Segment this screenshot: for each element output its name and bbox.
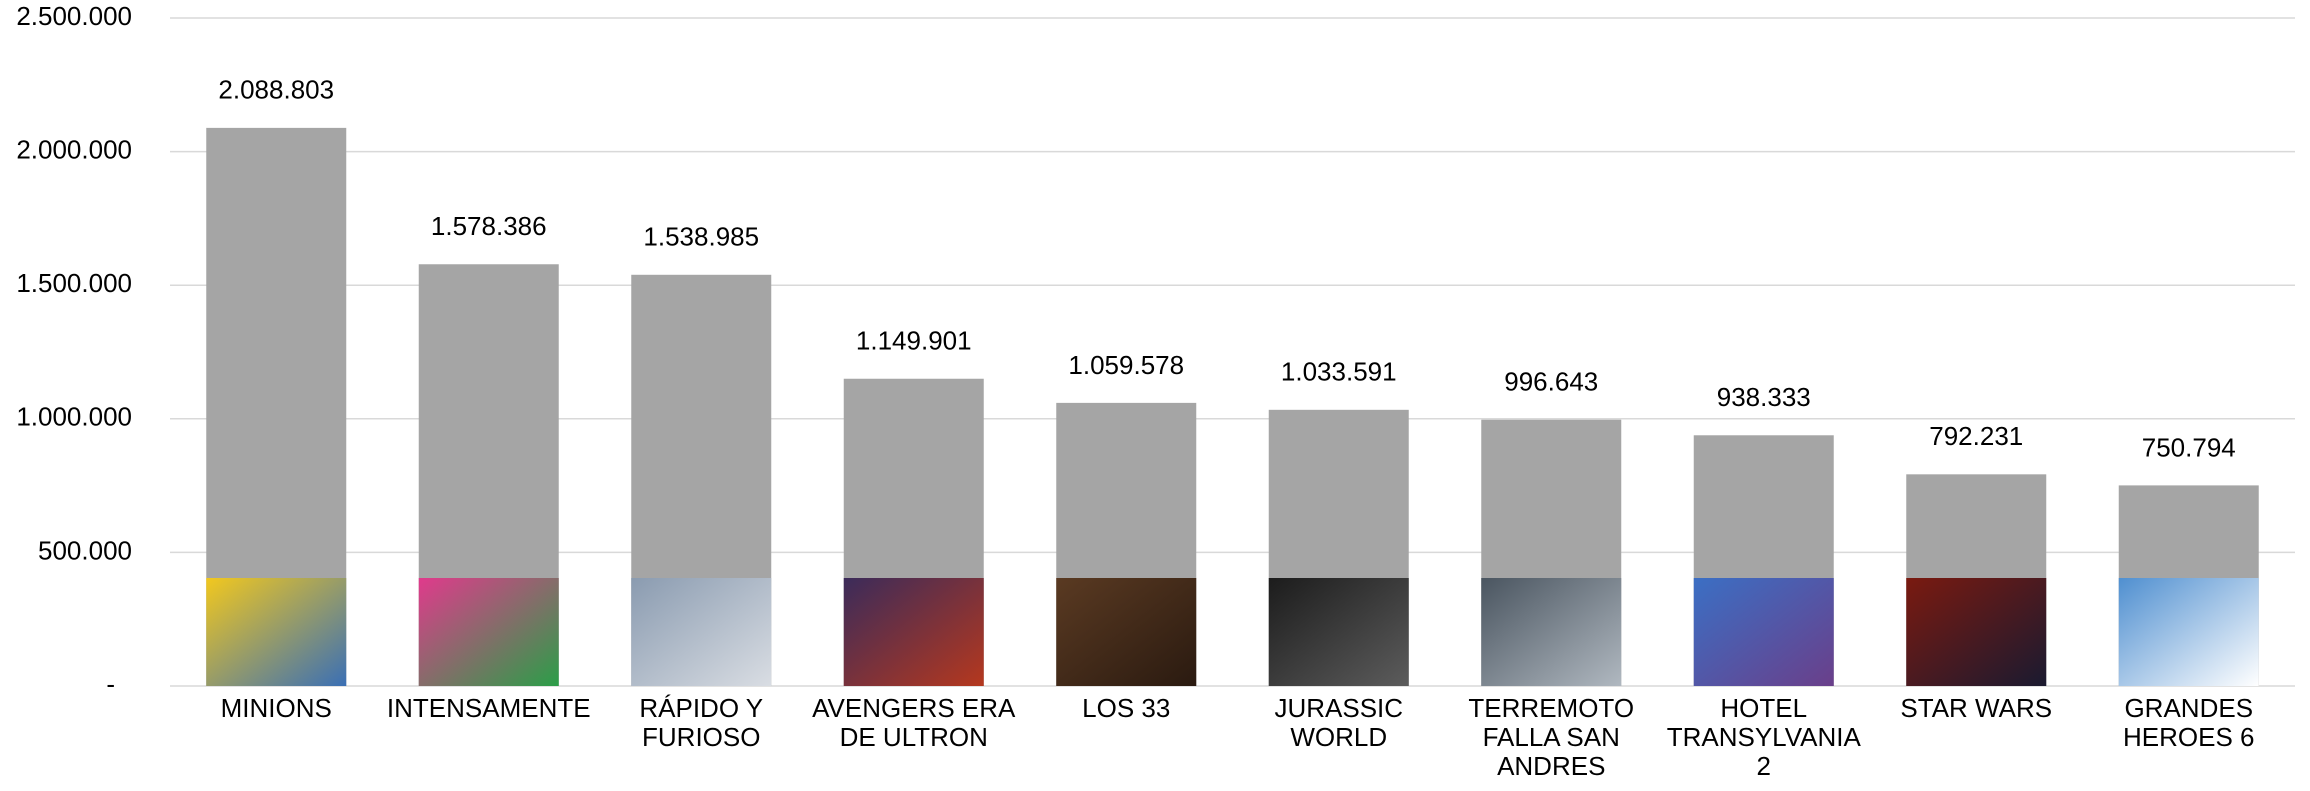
movie-poster — [1268, 578, 1409, 686]
x-tick-wrap: MINIONS — [220, 694, 332, 723]
x-tick-label: JURASSIC WORLD — [1274, 694, 1404, 752]
movie-poster — [631, 578, 772, 686]
x-tick-wrap: JURASSIC WORLD — [1274, 694, 1404, 752]
x-tick-wrap: AVENGERS ERA DE ULTRON — [812, 694, 1016, 752]
x-tick-wrap: RÁPIDO Y FURIOSO — [639, 694, 764, 752]
movie-poster — [418, 578, 559, 686]
value-label: 1.578.386 — [431, 211, 547, 241]
value-label: 1.059.578 — [1068, 350, 1184, 380]
value-label: 1.538.985 — [643, 222, 759, 252]
x-tick-wrap: HOTEL TRANSYLVANIA 2 — [1666, 694, 1861, 781]
movie-poster — [1481, 578, 1622, 686]
y-tick-label: 2.500.000 — [16, 1, 132, 31]
x-tick-label: INTENSAMENTE — [386, 694, 591, 723]
y-tick-label: 500.000 — [38, 535, 132, 565]
x-tick-wrap: STAR WARS — [1900, 694, 2053, 723]
y-tick-label: - — [106, 669, 115, 699]
x-tick-wrap: INTENSAMENTE — [386, 694, 591, 723]
x-tick-label: TERREMOTO FALLA SAN ANDRES — [1468, 694, 1635, 781]
movie-poster — [1056, 578, 1197, 686]
x-tick-label: MINIONS — [220, 694, 332, 723]
x-tick-label: GRANDES HEROES 6 — [2123, 694, 2255, 752]
x-tick-label: STAR WARS — [1900, 694, 2053, 723]
y-tick-label: 1.500.000 — [16, 268, 132, 298]
y-tick-label: 2.000.000 — [16, 134, 132, 164]
y-tick-label: 1.000.000 — [16, 402, 132, 432]
x-tick-label: HOTEL TRANSYLVANIA 2 — [1666, 694, 1861, 781]
value-label: 938.333 — [1717, 382, 1811, 412]
x-tick-wrap: TERREMOTO FALLA SAN ANDRES — [1468, 694, 1635, 781]
movie-poster — [206, 578, 347, 686]
value-label: 792.231 — [1929, 421, 2023, 451]
x-tick-label: LOS 33 — [1082, 694, 1171, 723]
value-label: 1.149.901 — [856, 326, 972, 356]
value-label: 750.794 — [2142, 432, 2236, 462]
x-tick-wrap: GRANDES HEROES 6 — [2123, 694, 2255, 752]
x-tick-label: AVENGERS ERA DE ULTRON — [812, 694, 1016, 752]
value-label: 1.033.591 — [1281, 357, 1397, 387]
x-tick-label: RÁPIDO Y FURIOSO — [639, 694, 764, 752]
movie-poster — [843, 578, 984, 686]
value-label: 2.088.803 — [218, 75, 334, 105]
x-tick-wrap: LOS 33 — [1082, 694, 1171, 723]
movie-poster — [1693, 578, 1834, 686]
movie-poster — [1906, 578, 2047, 686]
movie-poster — [2118, 578, 2259, 686]
value-label: 996.643 — [1504, 367, 1598, 397]
